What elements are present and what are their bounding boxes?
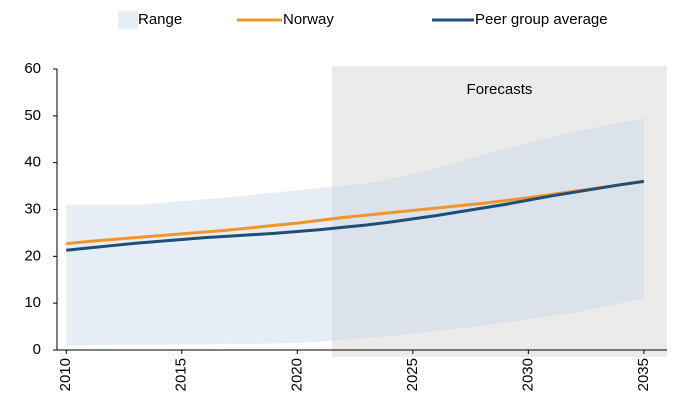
series-line bbox=[66, 179, 645, 246]
legend-label: Peer group average bbox=[475, 11, 608, 28]
legend-label: Range bbox=[138, 11, 182, 28]
y-tick-label: 50 bbox=[24, 107, 41, 124]
x-tick-label: 2035 bbox=[635, 358, 652, 391]
x-tick-label: 2015 bbox=[173, 358, 190, 391]
x-tick-label: 2025 bbox=[404, 358, 421, 391]
x-tick-label: 2010 bbox=[57, 358, 74, 391]
y-tick-label: 40 bbox=[24, 154, 41, 171]
x-tick-label: 2030 bbox=[519, 358, 536, 391]
series-line bbox=[66, 179, 645, 252]
forecast-label: Forecasts bbox=[467, 81, 533, 98]
y-tick-label: 60 bbox=[24, 60, 41, 77]
range-area bbox=[66, 118, 644, 346]
y-tick-label: 30 bbox=[24, 200, 41, 217]
legend-label: Norway bbox=[283, 11, 334, 28]
y-tick-label: 0 bbox=[33, 341, 41, 358]
legend-swatch bbox=[118, 11, 138, 29]
y-tick-label: 20 bbox=[24, 247, 41, 264]
y-tick-label: 10 bbox=[24, 294, 41, 311]
x-tick-label: 2020 bbox=[288, 358, 305, 391]
